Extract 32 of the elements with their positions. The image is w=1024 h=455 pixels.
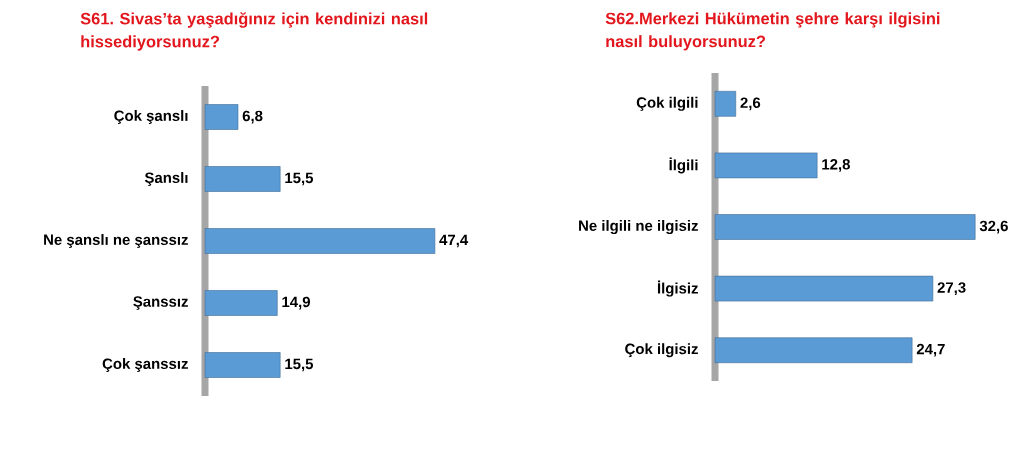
data-label: 2,6	[740, 97, 761, 111]
bar	[714, 275, 934, 302]
data-label: 15,5	[285, 358, 314, 372]
data-label: 32,6	[979, 220, 1008, 234]
bar	[204, 104, 239, 130]
y-tick-label: Çok ilgisiz	[625, 343, 698, 358]
data-label: 15,5	[285, 172, 314, 186]
y-tick-label: Çok ilgili	[636, 96, 698, 111]
bar	[204, 290, 278, 316]
y-tick-label: Şanslı	[144, 172, 188, 186]
y-tick-label: İlgisiz	[657, 280, 698, 297]
bar	[714, 214, 976, 240]
data-label: 14,9	[282, 296, 310, 310]
y-tick-label: Çok şanssız	[102, 358, 188, 372]
bar	[714, 152, 818, 179]
data-label: 12,8	[822, 159, 850, 172]
bar	[204, 228, 436, 254]
y-tick-label: İlgili	[669, 157, 698, 174]
data-label: 47,4	[439, 234, 469, 248]
chart-title: S62.Merkezi Hükümetin şehre karşı ilgisini nasıl buluyorsunuz?	[605, 12, 940, 51]
y-tick-label: Ne ilgili ne ilgisiz	[579, 220, 698, 235]
data-label: 27,3	[937, 282, 966, 295]
bar	[204, 352, 281, 378]
data-label: 24,7	[916, 343, 945, 357]
bar	[714, 91, 737, 117]
data-label: 6,8	[242, 110, 263, 124]
chart-title: S61. Sivas’ta yaşadığınız için kendinizi nasıl hissediyorsunuz?	[80, 12, 428, 51]
bar	[204, 166, 281, 192]
y-tick-label: Şanssız	[133, 296, 188, 310]
y-tick-label: Çok şanslı	[114, 110, 188, 124]
bar	[714, 337, 913, 363]
y-tick-label: Ne şanslı ne şanssız	[44, 234, 188, 248]
